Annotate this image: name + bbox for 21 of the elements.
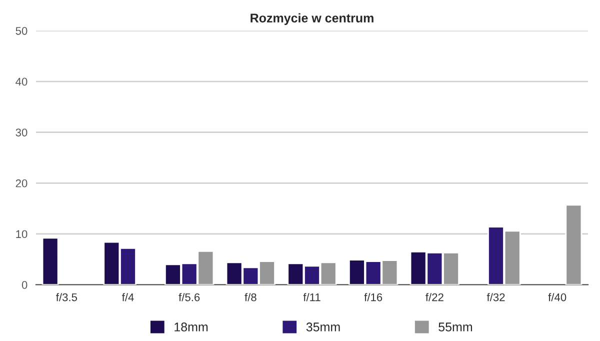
x-tick-label: f/22: [426, 293, 444, 302]
x-tick-label: f/11: [303, 293, 320, 302]
x-tick-label: f/4: [122, 293, 134, 302]
legend-label: 18mm: [174, 322, 208, 332]
y-tick-label: 0: [22, 281, 28, 289]
chart-title: Rozmycie w centrum: [250, 13, 374, 25]
y-tick-label: 20: [16, 179, 28, 188]
bar: [565, 204, 582, 285]
x-tick-label: f/5.6: [178, 293, 200, 302]
y-tick-label: 50: [16, 26, 28, 35]
y-tick-label: 40: [16, 78, 28, 86]
y-tick-label: 30: [16, 128, 28, 136]
legend-label: 35mm: [306, 322, 340, 332]
legend-label: 55mm: [438, 322, 472, 332]
y-tick-label: 10: [16, 230, 28, 238]
x-tick-label: f/32: [486, 293, 505, 302]
x-tick-label: f/3.5: [56, 293, 78, 302]
x-tick-label: f/40: [548, 293, 566, 302]
x-tick-label: f/8: [244, 293, 256, 302]
bar: [42, 237, 59, 285]
x-tick-label: f/16: [364, 293, 382, 302]
